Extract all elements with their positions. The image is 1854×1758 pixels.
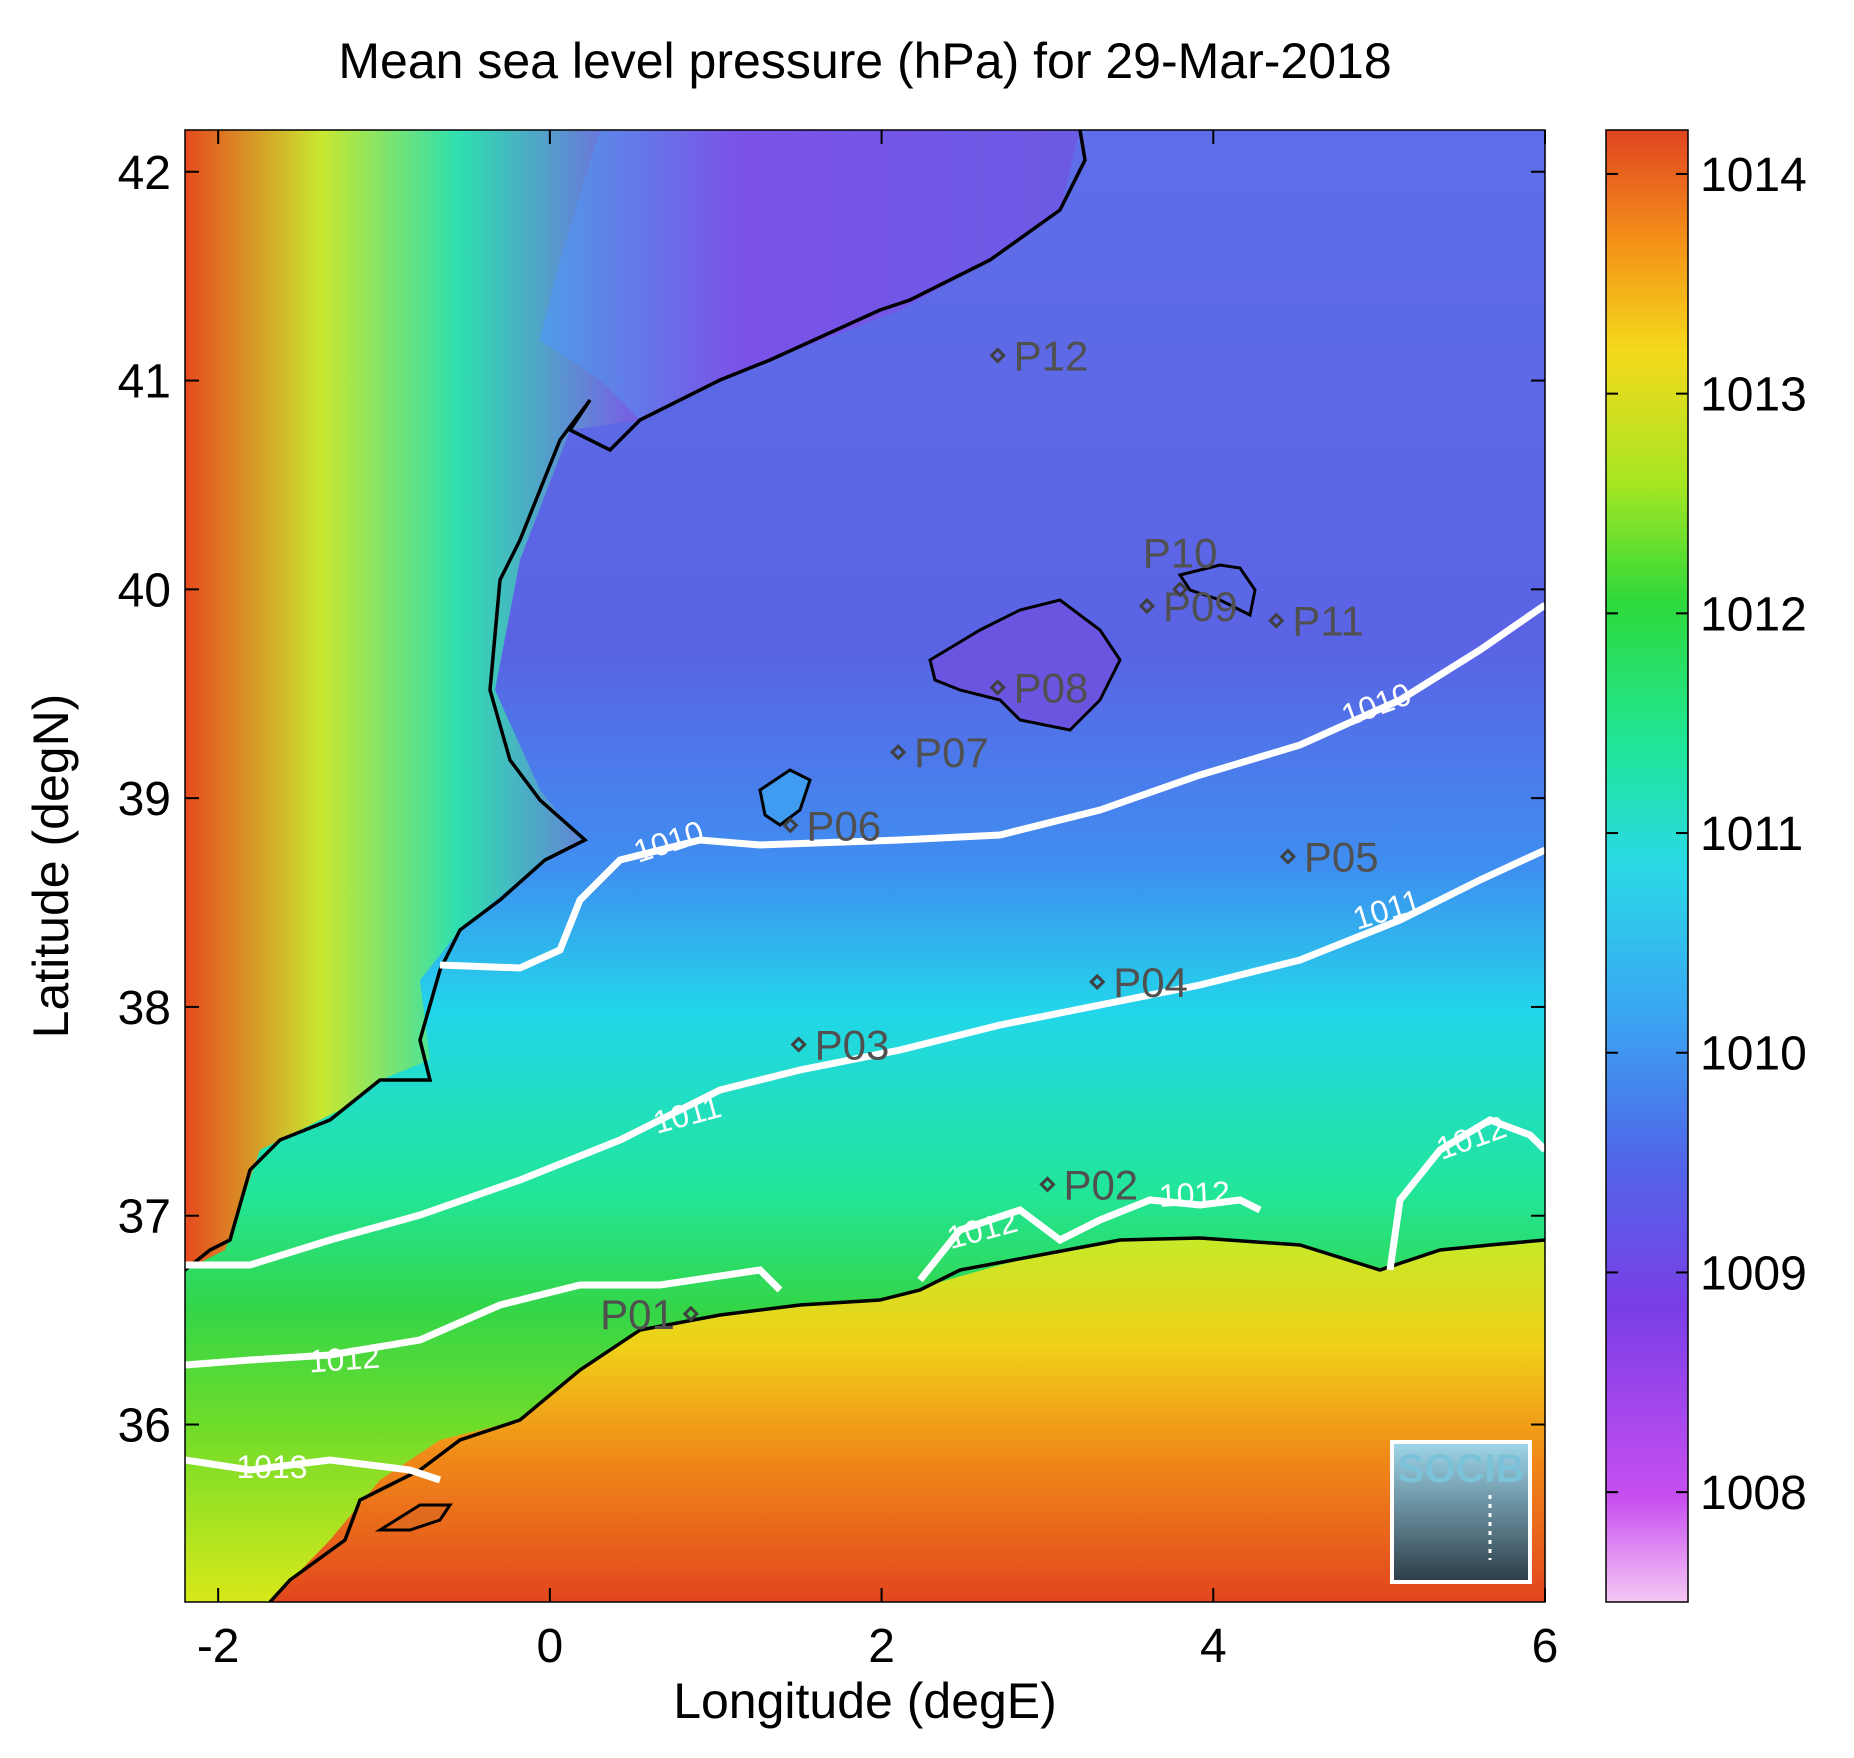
island-ibiza xyxy=(758,768,812,827)
station-marker xyxy=(782,817,799,834)
island-mallorca xyxy=(928,598,1122,732)
y-axis: 42 41 40 39 38 37 36 xyxy=(118,147,1545,1453)
station-marker xyxy=(989,347,1006,364)
station-label: P07 xyxy=(914,729,989,776)
isobar-1012-far-east xyxy=(1386,1116,1545,1271)
isobar-1013 xyxy=(185,1456,442,1484)
station-marker xyxy=(1089,973,1106,991)
station-label: P02 xyxy=(1063,1161,1138,1208)
station-marker xyxy=(1039,1176,1056,1193)
contour-label: 1012 xyxy=(307,1339,381,1380)
colorbar-tick-label: 1009 xyxy=(1700,1247,1807,1300)
station-label: P11 xyxy=(1292,598,1364,645)
station-marker xyxy=(790,1036,807,1053)
logo-box xyxy=(1390,1440,1532,1584)
contour-label: 1012 xyxy=(1158,1174,1231,1214)
colorbar-tick-label: 1013 xyxy=(1700,369,1807,422)
y-tick-label: 37 xyxy=(118,1191,171,1244)
y-tick-label: 38 xyxy=(118,982,171,1035)
isobars xyxy=(185,602,1545,1484)
y-axis-label: Latitude (degN) xyxy=(23,694,79,1039)
station-marker xyxy=(1138,597,1156,615)
isobar-1011 xyxy=(185,846,1545,1269)
logo-text: SOCIB xyxy=(1398,1447,1525,1491)
land-iberia xyxy=(185,130,640,1270)
colorbar: 1014 1013 1012 1011 1010 1009 1008 xyxy=(1605,129,1807,1603)
x-tick-label: 0 xyxy=(537,1620,564,1673)
station-marker xyxy=(682,1305,699,1322)
x-axis-label: Longitude (degE) xyxy=(673,1673,1057,1729)
station-marker xyxy=(890,744,907,761)
contour-label: 1013 xyxy=(236,1449,307,1485)
y-tick-label: 39 xyxy=(118,773,171,826)
station-label: P06 xyxy=(806,802,881,849)
y-tick-label: 42 xyxy=(118,147,171,200)
station-marker xyxy=(1171,581,1189,598)
colorbar-tick-label: 1012 xyxy=(1700,588,1807,641)
isobar-1012 xyxy=(185,1266,783,1369)
station-marker xyxy=(1279,848,1297,865)
isobar-1010 xyxy=(439,602,1545,972)
colorbar-tick-label: 1008 xyxy=(1700,1467,1807,1520)
station-marker xyxy=(1268,612,1285,629)
isobar-1012-east xyxy=(917,1196,1262,1283)
x-tick-label: 6 xyxy=(1532,1620,1559,1673)
station-label: P12 xyxy=(1014,332,1089,379)
station-label: P08 xyxy=(1014,664,1089,711)
station-label: P10 xyxy=(1143,529,1218,576)
station-label: P05 xyxy=(1304,834,1379,881)
colorbar-scale xyxy=(1605,129,1689,1603)
colorbar-tick-label: 1010 xyxy=(1700,1028,1807,1081)
island-menorca xyxy=(1177,563,1257,618)
y-tick-label: 41 xyxy=(118,356,171,409)
x-tick-label: 2 xyxy=(868,1620,895,1673)
x-tick-label: 4 xyxy=(1200,1620,1227,1673)
land-africa xyxy=(270,1238,1545,1602)
coastline-iberia xyxy=(185,130,1087,1272)
map-frame xyxy=(184,129,1546,1603)
station-marker xyxy=(989,679,1006,696)
chart-title: Mean sea level pressure (hPa) for 29-Mar… xyxy=(338,33,1391,89)
land-north xyxy=(400,130,1080,420)
x-axis: -2 0 2 4 6 xyxy=(197,130,1559,1673)
colorbar-tick-label: 1011 xyxy=(1700,808,1803,861)
coastline-africa xyxy=(268,1236,1545,1602)
y-tick-label: 36 xyxy=(118,1400,171,1453)
colorbar-ticks: 1014 1013 1012 1011 1010 1009 1008 xyxy=(1606,149,1807,1520)
station-label: P04 xyxy=(1113,959,1188,1006)
socib-logo: SOCIB xyxy=(1390,1440,1532,1584)
x-tick-label: -2 xyxy=(197,1620,240,1673)
island-alboran xyxy=(374,1503,453,1532)
station-label: P03 xyxy=(815,1022,890,1069)
station-label: P01 xyxy=(600,1291,675,1338)
map-panel xyxy=(185,130,1545,1602)
colorbar-tick-label: 1014 xyxy=(1700,149,1807,202)
y-tick-label: 40 xyxy=(118,564,171,617)
